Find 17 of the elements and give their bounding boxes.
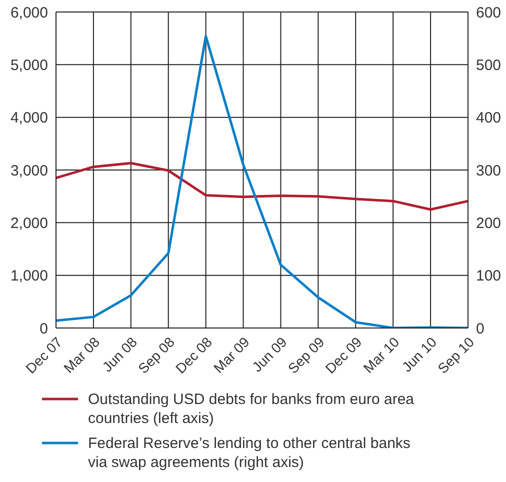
y2-tick-label: 0 <box>476 320 484 338</box>
y-tick-label: 0 <box>40 320 48 338</box>
y2-tick-label: 300 <box>476 162 502 180</box>
line-series <box>54 162 470 211</box>
legend-label: Federal Reserve’s lending to other central banks via swap agreements (right axis) <box>88 434 412 472</box>
y-tick-label: 2,000 <box>10 214 48 232</box>
y-tick-label: 1,000 <box>10 268 48 285</box>
y2-tick-label: 400 <box>476 110 502 127</box>
y2-tick-label: 200 <box>476 214 502 232</box>
y-tick-label: 4,000 <box>10 110 48 127</box>
y2-tick-label: 600 <box>476 4 502 22</box>
y-tick-label: 6,000 <box>10 4 48 22</box>
y-tick-label: 3,000 <box>10 162 48 180</box>
y-tick-label: 5,000 <box>10 56 48 74</box>
y2-tick-label: 100 <box>476 268 502 285</box>
legend-label: Outstanding USD debts for banks from euro area countries (left axis) <box>88 390 416 428</box>
y2-tick-label: 500 <box>476 56 502 74</box>
